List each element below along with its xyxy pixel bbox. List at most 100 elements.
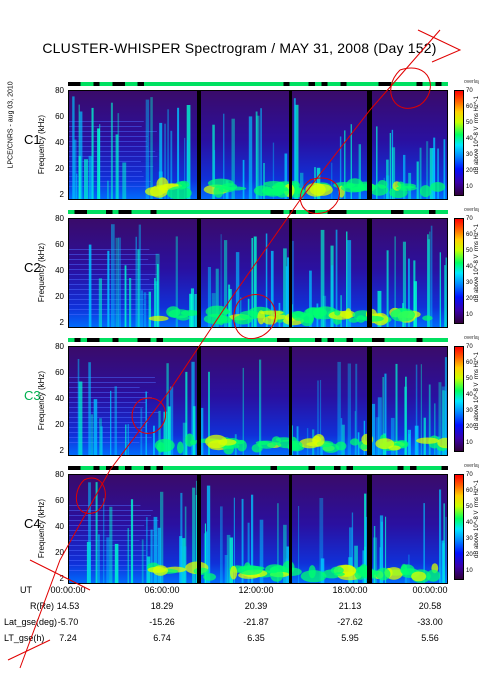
emission-burst bbox=[430, 225, 433, 327]
y-tick-label: 80 bbox=[55, 470, 64, 479]
emission-burst bbox=[145, 99, 150, 199]
colorbar bbox=[454, 90, 464, 196]
emission-burst bbox=[220, 506, 223, 583]
emission-burst bbox=[439, 252, 441, 327]
emission-burst bbox=[447, 391, 448, 457]
emission-burst bbox=[443, 503, 445, 583]
ephemeris-value: 00:00:00 bbox=[412, 585, 448, 595]
emission-burst bbox=[443, 139, 446, 199]
emission-burst bbox=[125, 424, 127, 455]
ephemeris-value: 20.39 bbox=[244, 601, 268, 611]
colorbar bbox=[454, 346, 464, 452]
emission-burst bbox=[135, 236, 137, 327]
emission-burst bbox=[95, 482, 98, 583]
data-gap bbox=[289, 475, 292, 583]
emission-burst bbox=[88, 362, 91, 455]
low-frequency-emission bbox=[203, 573, 217, 581]
corner-mark: overlay bbox=[464, 335, 479, 341]
colorbar-tick: 20 bbox=[466, 424, 473, 430]
emission-burst bbox=[84, 159, 88, 199]
colorbar-tick: 50 bbox=[466, 248, 473, 254]
emission-burst bbox=[437, 148, 439, 199]
ephemeris-value: 5.95 bbox=[341, 633, 359, 643]
spectral-band bbox=[69, 545, 159, 546]
ephemeris-value: 14.53 bbox=[56, 601, 80, 611]
ephemeris-value: 20.58 bbox=[418, 601, 442, 611]
low-frequency-emission bbox=[390, 308, 416, 322]
emission-burst bbox=[114, 543, 119, 583]
low-frequency-emission bbox=[388, 445, 401, 451]
colorbar-tick: 70 bbox=[466, 216, 473, 222]
low-frequency-emission bbox=[257, 440, 276, 449]
emission-burst bbox=[145, 391, 147, 455]
emission-burst bbox=[441, 540, 445, 583]
emission-burst bbox=[415, 364, 418, 455]
ephemeris-value: 6.35 bbox=[247, 633, 265, 643]
emission-burst bbox=[99, 124, 101, 199]
corner-mark: overlay bbox=[464, 207, 479, 213]
emission-burst bbox=[445, 516, 447, 583]
emission-burst bbox=[111, 224, 115, 327]
y-tick-label: 40 bbox=[55, 266, 64, 275]
emission-burst bbox=[442, 390, 445, 455]
emission-burst bbox=[88, 482, 91, 583]
low-frequency-emission bbox=[233, 315, 253, 325]
panel-c2: C2 Frequency (kHz) 80 60 40 20 2 70 60 50 40 30 20 10… bbox=[20, 207, 479, 335]
emission-burst bbox=[130, 499, 134, 583]
emission-burst bbox=[444, 265, 446, 327]
emission-burst bbox=[110, 390, 112, 455]
y-tick-label: 60 bbox=[55, 240, 64, 249]
y-tick-label: 20 bbox=[55, 292, 64, 301]
ephemeris-value: 6.74 bbox=[153, 633, 171, 643]
emission-burst bbox=[129, 278, 132, 327]
low-frequency-emission bbox=[270, 568, 284, 582]
emission-burst bbox=[122, 162, 127, 199]
emission-burst bbox=[78, 156, 81, 199]
y-tick-label: 80 bbox=[55, 342, 64, 351]
data-gap bbox=[289, 347, 292, 455]
emission-burst bbox=[444, 391, 447, 455]
emission-burst bbox=[77, 359, 80, 455]
ephemeris-value: 12:00:00 bbox=[238, 585, 274, 595]
low-frequency-emission bbox=[419, 185, 432, 198]
emission-burst bbox=[242, 159, 245, 199]
panel-c4: C4 Frequency (kHz) 80 60 40 20 2 70 60 50 40 30 20 10… bbox=[20, 463, 479, 591]
colorbar-tick: 10 bbox=[466, 440, 473, 446]
spectrogram-plot bbox=[68, 90, 448, 200]
low-frequency-emission bbox=[350, 438, 360, 446]
emission-burst bbox=[93, 399, 98, 455]
spectral-band bbox=[69, 249, 150, 250]
colorbar-tick: 60 bbox=[466, 232, 473, 238]
low-frequency-emission bbox=[176, 315, 190, 321]
colorbar-label: dB above 10^-8 V_rms Hz^-1 bbox=[474, 224, 479, 302]
spectral-band bbox=[69, 520, 159, 521]
colorbar-tick: 70 bbox=[466, 88, 473, 94]
low-frequency-emission bbox=[330, 566, 344, 575]
data-gap bbox=[289, 219, 292, 327]
emission-burst bbox=[109, 506, 113, 583]
emission-burst bbox=[439, 489, 442, 583]
coverage-strip bbox=[68, 338, 448, 342]
colorbar-tick: 10 bbox=[466, 568, 473, 574]
emission-burst bbox=[76, 173, 78, 199]
emission-burst bbox=[146, 517, 148, 583]
ephemeris-value: -15.26 bbox=[149, 617, 175, 627]
data-gap bbox=[367, 219, 372, 327]
colorbar-tick: 60 bbox=[466, 360, 473, 366]
low-frequency-emission bbox=[422, 315, 433, 321]
y-tick-label: 60 bbox=[55, 496, 64, 505]
emission-burst bbox=[127, 528, 129, 583]
colorbar-tick: 30 bbox=[466, 408, 473, 414]
low-frequency-emission bbox=[376, 567, 391, 581]
coverage-strip bbox=[68, 82, 448, 86]
emission-burst bbox=[99, 418, 102, 455]
ephemeris-value: 5.56 bbox=[421, 633, 439, 643]
y-axis-label: Frequency (kHz) bbox=[37, 370, 47, 431]
emission-burst bbox=[141, 539, 144, 583]
low-frequency-emission bbox=[396, 185, 417, 191]
low-frequency-emission bbox=[416, 437, 439, 444]
data-gap bbox=[289, 91, 292, 199]
spectrogram-plot bbox=[68, 474, 448, 584]
data-gap bbox=[367, 91, 372, 199]
y-tick-label: 2 bbox=[59, 318, 64, 327]
